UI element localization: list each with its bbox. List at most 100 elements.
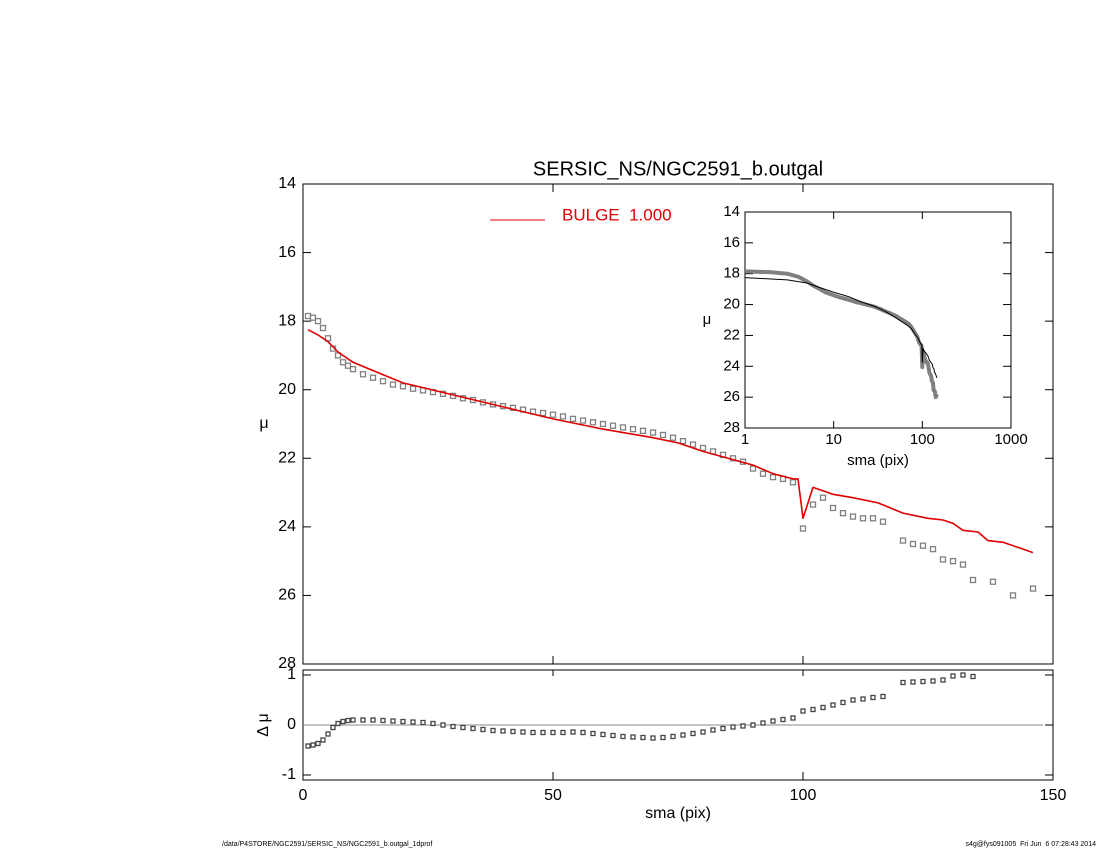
data-point xyxy=(539,409,547,417)
data-point xyxy=(305,743,311,749)
data-point xyxy=(359,371,367,378)
data-point xyxy=(789,479,797,486)
data-point xyxy=(380,717,386,724)
data-point xyxy=(315,740,321,747)
data-point xyxy=(679,437,687,445)
data-point xyxy=(690,730,696,737)
data-point xyxy=(799,525,807,532)
data-point xyxy=(309,314,317,321)
plot-frame xyxy=(302,183,1054,665)
data-point xyxy=(800,708,806,714)
y-tick-label: 26 xyxy=(723,388,740,405)
data-point xyxy=(470,725,476,732)
data-point xyxy=(970,673,976,680)
data-point xyxy=(819,494,827,501)
data-point xyxy=(720,725,726,732)
data-point xyxy=(939,556,947,563)
data-point xyxy=(840,699,846,706)
footer-left: /data/P4STORE/NGC2591/SERSIC_NS/NGC2591_… xyxy=(222,841,432,848)
data-point xyxy=(350,717,356,723)
data-point xyxy=(830,702,836,708)
x-tick-label: 1000 xyxy=(994,431,1027,448)
data-point xyxy=(660,734,666,741)
data-point xyxy=(750,722,756,728)
data-point xyxy=(1029,585,1037,592)
x-tick-label: 100 xyxy=(910,431,935,448)
data-point xyxy=(760,720,766,726)
data-point xyxy=(319,324,327,332)
data-point xyxy=(1009,592,1017,599)
y-tick-label: 26 xyxy=(278,587,296,604)
data-point xyxy=(710,727,716,733)
data-point xyxy=(940,677,946,683)
y-tick-label: 28 xyxy=(723,419,740,436)
model-line xyxy=(307,328,1034,554)
chart-title: SERSIC_NS/NGC2591_b.outgal xyxy=(533,158,823,180)
data-point xyxy=(370,717,376,723)
data-point xyxy=(629,425,637,433)
data-point xyxy=(689,441,697,448)
data-point xyxy=(630,734,636,740)
data-point xyxy=(790,715,796,721)
x-tick-label: 0 xyxy=(299,787,308,804)
data-point xyxy=(450,723,456,730)
data-point xyxy=(335,720,341,727)
y-axis-label: μ xyxy=(259,415,268,432)
data-point xyxy=(670,733,676,740)
data-point xyxy=(849,513,857,520)
y-tick-label: 16 xyxy=(278,244,296,261)
data-point xyxy=(669,434,677,441)
y-tick-label: 24 xyxy=(723,357,740,374)
data-point xyxy=(330,724,336,731)
data-point xyxy=(920,678,926,685)
data-point xyxy=(929,545,937,553)
y-tick-label: 18 xyxy=(723,265,740,282)
data-point xyxy=(910,679,916,685)
data-point xyxy=(520,729,526,735)
inset-line xyxy=(744,277,938,379)
data-point xyxy=(900,679,906,686)
y-tick-label: 28 xyxy=(278,655,296,672)
y-tick-label: 20 xyxy=(278,381,296,398)
data-point xyxy=(379,377,387,385)
data-point xyxy=(850,697,856,703)
data-point xyxy=(869,515,877,522)
data-point xyxy=(399,383,407,390)
y-tick-label: -1 xyxy=(282,766,296,783)
x-tick-label: 1 xyxy=(741,431,749,448)
y-tick-label: 24 xyxy=(278,518,296,535)
data-point xyxy=(919,542,927,549)
data-point xyxy=(829,504,837,512)
data-point xyxy=(619,424,627,431)
y-tick-label: 0 xyxy=(287,716,296,733)
data-point xyxy=(409,385,417,392)
data-point xyxy=(770,718,776,724)
data-point xyxy=(480,726,486,733)
data-point xyxy=(749,465,757,472)
data-point xyxy=(730,724,736,730)
data-point xyxy=(420,719,426,726)
data-point xyxy=(809,501,817,508)
data-point xyxy=(640,734,646,741)
data-point xyxy=(949,557,957,565)
data-point xyxy=(589,419,597,426)
data-point xyxy=(600,731,606,738)
data-point xyxy=(870,694,876,701)
data-point xyxy=(909,540,917,548)
data-point xyxy=(659,431,667,439)
x-axis-label: sma (pix) xyxy=(645,805,711,822)
data-point xyxy=(320,737,326,743)
plot-frame xyxy=(744,211,1012,429)
data-point xyxy=(560,729,566,736)
data-point xyxy=(609,422,617,429)
data-point xyxy=(859,515,867,522)
data-point xyxy=(810,706,816,713)
data-point xyxy=(680,732,686,738)
y-tick-label: 22 xyxy=(278,450,296,467)
inset-line xyxy=(744,269,939,400)
data-point xyxy=(839,509,847,517)
data-point xyxy=(490,727,496,734)
data-point xyxy=(700,729,706,735)
data-point xyxy=(649,429,657,436)
x-tick-label: 50 xyxy=(544,787,562,804)
